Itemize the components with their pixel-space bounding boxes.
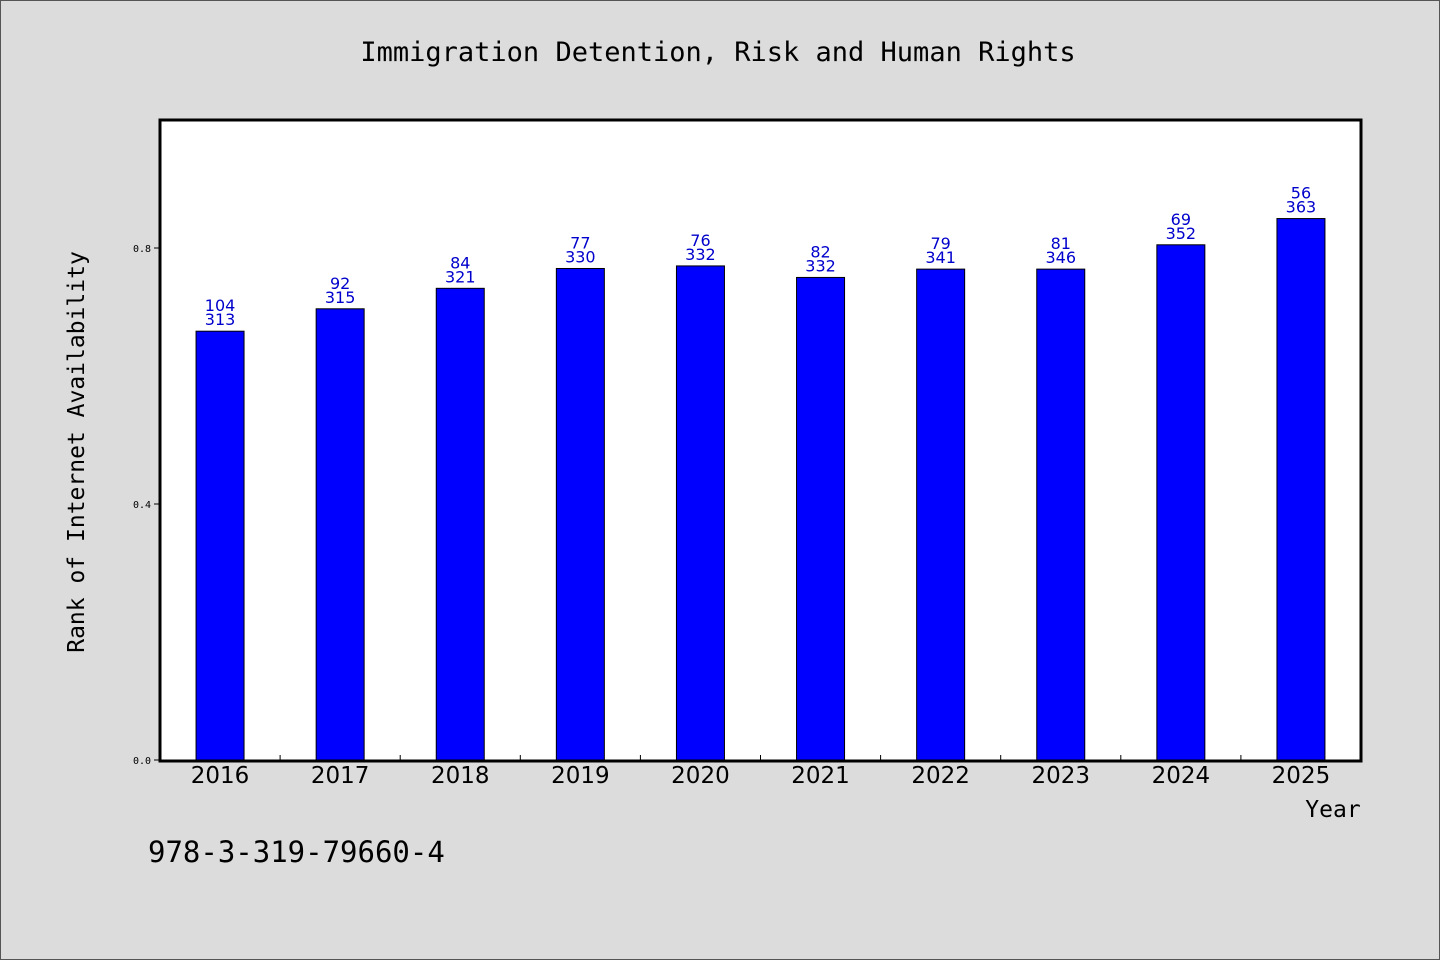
bar-2017 bbox=[315, 308, 365, 761]
y-tick-label: 0.4 bbox=[133, 500, 151, 511]
bar-label-bottom: 352 bbox=[1166, 224, 1197, 243]
bar-label-bottom: 332 bbox=[805, 256, 836, 275]
bar-label-top: 92 bbox=[330, 274, 350, 293]
x-tick-label: 2019 bbox=[551, 763, 610, 789]
x-tick-label: 2024 bbox=[1152, 763, 1211, 789]
bar-label-top: 69 bbox=[1171, 210, 1191, 229]
bar-label-bottom: 313 bbox=[205, 310, 236, 329]
bar-label-top: 56 bbox=[1291, 184, 1311, 203]
bar-label-bottom: 341 bbox=[925, 248, 956, 267]
x-axis-label: Year bbox=[1305, 797, 1360, 823]
bar-label-top: 77 bbox=[570, 233, 590, 252]
y-axis-label: Rank of Internet Availability bbox=[64, 251, 90, 653]
bar-2019 bbox=[555, 267, 605, 761]
x-tick-label: 2021 bbox=[791, 763, 850, 789]
bar-2025 bbox=[1276, 218, 1326, 761]
x-axis-ticks bbox=[279, 755, 1242, 761]
x-tick-label: 2022 bbox=[911, 763, 970, 789]
isbn-footnote: 978-3-319-79660-4 bbox=[148, 835, 445, 869]
x-tick-label: 2016 bbox=[191, 763, 250, 789]
bar-label-top: 79 bbox=[930, 234, 950, 253]
bar-label-bottom: 315 bbox=[325, 288, 356, 307]
bar-2024 bbox=[1156, 244, 1206, 761]
bar-label-bottom: 346 bbox=[1045, 248, 1076, 267]
bar-2023 bbox=[1036, 268, 1086, 761]
bar-label-top: 104 bbox=[205, 296, 236, 315]
bar-label-top: 84 bbox=[450, 253, 470, 272]
x-tick-label: 2018 bbox=[431, 763, 490, 789]
x-tick-label: 2017 bbox=[311, 763, 370, 789]
chart-title: Immigration Detention, Risk and Human Ri… bbox=[360, 37, 1075, 68]
bar-label-bottom: 332 bbox=[685, 245, 716, 264]
bar-2021 bbox=[796, 276, 846, 761]
bar-2016 bbox=[195, 330, 245, 761]
bars bbox=[195, 218, 1326, 761]
bar-label-bottom: 321 bbox=[445, 267, 476, 286]
bar-label-top: 81 bbox=[1051, 234, 1071, 253]
y-axis-ticks: 0.0 0.4 0.8 bbox=[133, 244, 160, 767]
x-axis-tick-labels: 2016 2017 2018 2019 2020 2021 2022 2023 2024 2025 bbox=[191, 763, 1330, 789]
bar-label-top: 82 bbox=[810, 242, 830, 261]
bar-label-bottom: 363 bbox=[1286, 198, 1317, 217]
bar-2020 bbox=[675, 265, 725, 761]
y-tick-label: 0.8 bbox=[133, 244, 151, 255]
bar-label-top: 76 bbox=[690, 231, 710, 250]
x-tick-label: 2020 bbox=[671, 763, 730, 789]
x-tick-label: 2025 bbox=[1272, 763, 1331, 789]
bar-label-bottom: 330 bbox=[565, 247, 596, 266]
x-tick-label: 2023 bbox=[1031, 763, 1090, 789]
bar-2022 bbox=[916, 268, 966, 761]
y-tick-label: 0.0 bbox=[133, 756, 151, 767]
bar-2018 bbox=[435, 287, 485, 761]
